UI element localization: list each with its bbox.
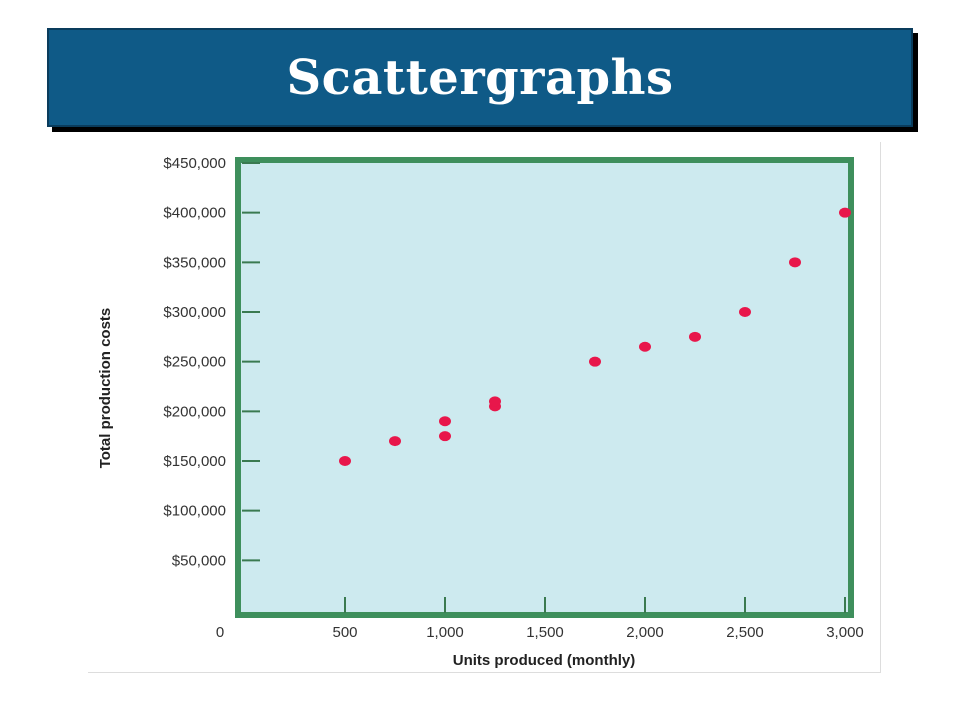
data-points xyxy=(339,207,851,466)
slide-title: Scattergraphs xyxy=(286,49,674,106)
y-axis: $50,000 $100,000 $150,000 $200,000 $250,000 $… xyxy=(163,155,260,569)
y-tick-label: $400,000 xyxy=(163,205,226,222)
data-point xyxy=(589,356,601,367)
x-tick-label: 3,000 xyxy=(826,624,864,641)
y-tick-label: $450,000 xyxy=(163,155,226,172)
y-tick-label: $250,000 xyxy=(163,354,226,371)
y-tick-label: $300,000 xyxy=(163,304,226,321)
data-point xyxy=(639,341,651,352)
data-point xyxy=(439,431,451,442)
x-tick-label: 2,500 xyxy=(726,624,764,641)
y-axis-title: Total production costs xyxy=(97,308,114,469)
y-tick-label: $350,000 xyxy=(163,254,226,271)
data-point xyxy=(339,456,351,466)
y-tick-label: $150,000 xyxy=(163,453,226,470)
plot-area xyxy=(235,157,854,618)
x-tick-label: 2,000 xyxy=(626,624,664,641)
y-tick-label: $200,000 xyxy=(163,403,226,420)
data-point xyxy=(389,436,401,447)
title-banner: Scattergraphs xyxy=(47,28,913,127)
data-point xyxy=(489,396,501,407)
data-point xyxy=(839,207,851,218)
x-tick-label: 1,500 xyxy=(526,624,564,641)
y-tick-label: $50,000 xyxy=(172,552,226,569)
origin-label: 0 xyxy=(216,624,224,641)
y-tick-label: $100,000 xyxy=(163,503,226,520)
data-point xyxy=(689,331,701,342)
x-tick-label: 1,000 xyxy=(426,624,464,641)
data-point xyxy=(789,257,801,268)
data-point xyxy=(439,416,451,427)
x-axis: 500 1,000 1,500 2,000 2,500 3,000 xyxy=(332,597,864,641)
x-tick-label: 500 xyxy=(332,624,357,641)
data-point xyxy=(739,307,751,317)
x-axis-title: Units produced (monthly) xyxy=(453,652,636,669)
